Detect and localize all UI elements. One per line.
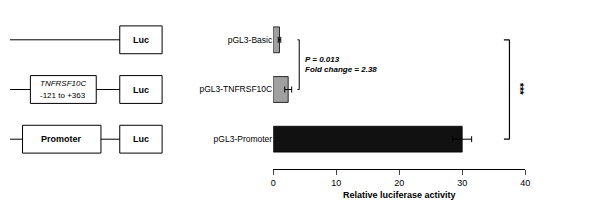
svg-text:Promoter: Promoter [41, 134, 82, 144]
svg-text:***: *** [514, 83, 525, 95]
svg-text:pGL3-Promoter: pGL3-Promoter [214, 134, 273, 144]
svg-text:30: 30 [457, 178, 467, 188]
svg-text:pGL3-TNFRSF10C: pGL3-TNFRSF10C [199, 84, 272, 94]
svg-text:TNFRSF10C: TNFRSF10C [40, 79, 86, 88]
svg-text:10: 10 [331, 178, 341, 188]
svg-text:40: 40 [520, 178, 530, 188]
svg-text:P = 0.013Fold change = 2.38: P = 0.013Fold change = 2.38 [305, 55, 377, 74]
svg-text:Luc: Luc [133, 85, 149, 95]
svg-text:Relative luciferase activity: Relative luciferase activity [343, 190, 456, 200]
svg-text:20: 20 [394, 178, 404, 188]
svg-text:0: 0 [271, 178, 276, 188]
svg-text:pGL3-Basic: pGL3-Basic [228, 35, 273, 45]
svg-text:Luc: Luc [133, 35, 149, 45]
svg-text:-121 to +363: -121 to +363 [40, 91, 86, 100]
svg-text:Luc: Luc [133, 134, 149, 144]
